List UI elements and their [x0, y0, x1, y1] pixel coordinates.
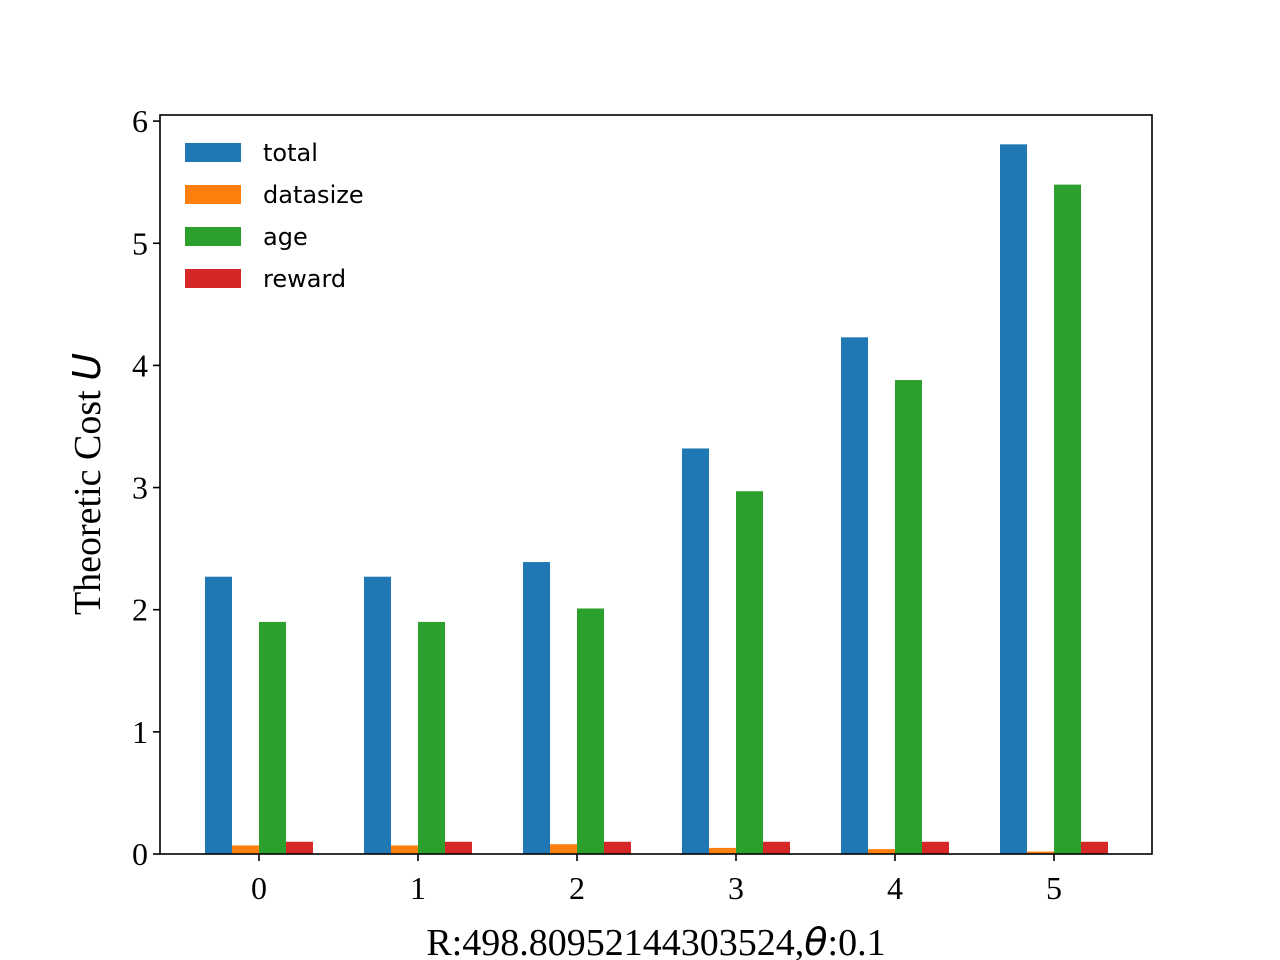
x-tick-label-1: 1 — [410, 870, 426, 906]
bar-age-0 — [259, 621, 286, 854]
bar-datasize-4 — [868, 849, 895, 854]
bar-reward-0 — [286, 841, 313, 854]
y-axis-ticks: 0 1 2 3 4 5 6 — [132, 103, 160, 872]
bar-datasize-0 — [232, 845, 259, 854]
bar-reward-3 — [763, 841, 790, 854]
y-tick-label-5: 5 — [132, 225, 148, 261]
x-tick-label-2: 2 — [569, 870, 585, 906]
bar-total-1 — [364, 576, 391, 854]
x-tick-label-3: 3 — [728, 870, 744, 906]
legend-swatch-reward — [185, 269, 241, 288]
y-axis-label-text: Theoretic Cost — [67, 381, 109, 615]
legend-swatch-datasize — [185, 185, 241, 204]
y-tick-label-3: 3 — [132, 470, 148, 506]
x-axis-label: R:498.80952144303524,θ:0.1 — [426, 920, 885, 960]
plot-area — [160, 115, 1152, 854]
bar-datasize-3 — [709, 847, 736, 854]
x-axis-label-suffix: :0.1 — [828, 922, 886, 960]
bar-datasize-2 — [550, 844, 577, 854]
legend-label-total: total — [263, 139, 318, 167]
y-axis-label-symbol: U — [65, 353, 109, 381]
bars-group — [205, 144, 1108, 855]
legend: total datasize age reward — [185, 139, 364, 293]
legend-label-datasize: datasize — [263, 181, 364, 209]
legend-swatch-age — [185, 227, 241, 246]
legend-label-age: age — [263, 223, 308, 251]
bar-age-4 — [895, 380, 922, 854]
bar-age-5 — [1054, 184, 1081, 855]
bar-reward-1 — [445, 841, 472, 854]
x-axis-label-symbol: θ — [804, 920, 827, 960]
y-tick-label-0: 0 — [132, 836, 148, 872]
bar-datasize-1 — [391, 845, 418, 854]
bar-age-2 — [577, 608, 604, 854]
x-tick-label-0: 0 — [251, 870, 267, 906]
y-tick-label-1: 1 — [132, 714, 148, 750]
x-axis-ticks: 0 1 2 3 4 5 — [251, 854, 1062, 906]
x-axis-label-prefix: R:498.80952144303524, — [426, 922, 804, 960]
bar-reward-2 — [604, 841, 631, 854]
y-tick-label-4: 4 — [132, 347, 148, 383]
legend-label-reward: reward — [263, 265, 346, 293]
bar-total-5 — [1000, 144, 1027, 855]
y-axis-label: Theoretic Cost U — [65, 353, 109, 615]
x-tick-label-4: 4 — [887, 870, 903, 906]
bar-total-3 — [682, 448, 709, 854]
bar-age-1 — [418, 621, 445, 854]
bar-total-0 — [205, 576, 232, 854]
bar-age-3 — [736, 491, 763, 854]
plot-frame — [159, 114, 1153, 855]
bar-total-4 — [841, 337, 868, 854]
bar-datasize-5 — [1027, 851, 1054, 854]
y-tick-label-6: 6 — [132, 103, 148, 139]
y-tick-label-2: 2 — [132, 592, 148, 628]
x-tick-label-5: 5 — [1046, 870, 1062, 906]
legend-swatch-total — [185, 143, 241, 162]
bar-total-2 — [523, 562, 550, 854]
bar-reward-5 — [1081, 841, 1108, 854]
bar-reward-4 — [922, 841, 949, 854]
